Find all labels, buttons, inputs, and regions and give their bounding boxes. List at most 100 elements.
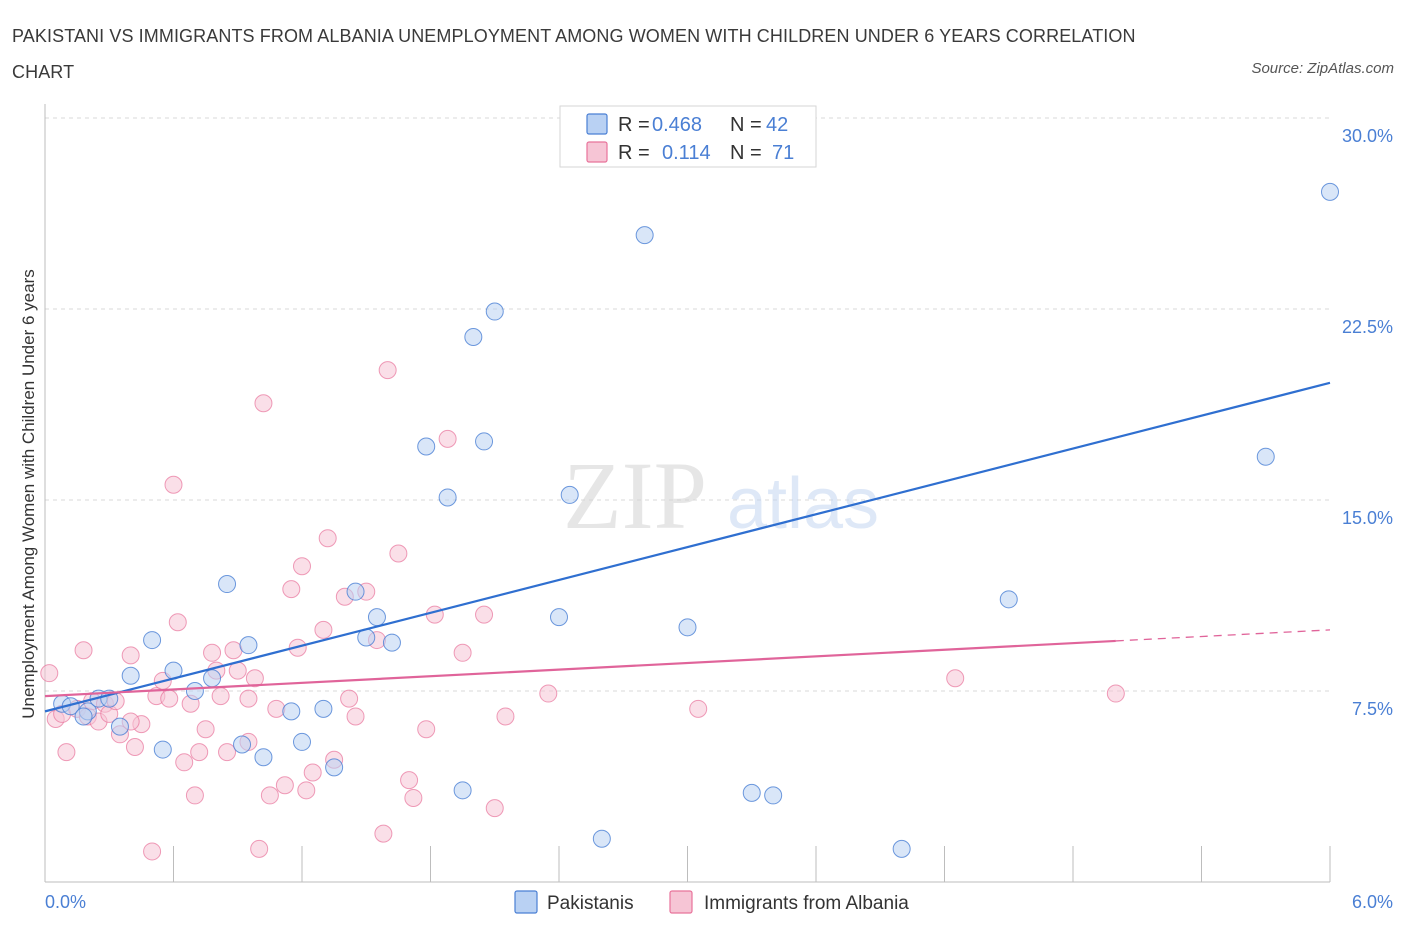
x-tick-label: 0.0%: [45, 892, 86, 912]
data-point-albania: [164, 475, 183, 494]
data-point-pakistani: [678, 618, 697, 637]
bottom-legend-swatch-pakistanis: [514, 890, 538, 914]
bottom-legend-label-albania: Immigrants from Albania: [704, 893, 909, 914]
data-point-albania: [400, 771, 419, 790]
data-point-pakistani: [475, 432, 494, 451]
data-point-albania: [404, 788, 423, 807]
data-point-pakistani: [560, 485, 579, 504]
data-point-albania: [160, 689, 179, 708]
data-point-albania: [689, 699, 708, 718]
data-point-albania: [539, 684, 558, 703]
data-point-pakistani: [346, 582, 365, 601]
data-point-albania: [275, 776, 294, 795]
data-point-albania: [168, 613, 187, 632]
data-point-albania: [121, 646, 140, 665]
data-point-albania: [346, 707, 365, 726]
data-point-pakistani: [367, 608, 386, 627]
trendline-pakistanis: [44, 381, 1331, 713]
data-point-albania: [196, 720, 215, 739]
chart-title: PAKISTANI VS IMMIGRANTS FROM ALBANIA UNE…: [12, 26, 1136, 82]
data-point-albania: [453, 643, 472, 662]
data-point-albania: [143, 842, 162, 861]
data-point-pakistani: [185, 682, 204, 700]
data-point-pakistani: [254, 748, 273, 767]
data-point-pakistani: [999, 590, 1018, 609]
legend-n-label: N =: [730, 142, 762, 164]
top-legend: R = 0.468 N = 42 R = 0.114 N = 71: [559, 105, 817, 168]
data-point-pakistani: [742, 783, 761, 802]
data-point-albania: [374, 824, 393, 843]
data-point-pakistani: [293, 732, 311, 751]
bottom-legend-label-pakistanis: Pakistanis: [547, 893, 634, 914]
data-point-albania: [425, 605, 444, 624]
x-tick-labels: 0.0% 6.0%: [45, 892, 1393, 912]
data-point-albania: [57, 743, 76, 762]
data-point-pakistani: [325, 758, 344, 777]
data-point-albania: [203, 643, 222, 662]
data-point-albania: [1106, 684, 1125, 703]
trendline-albania-extension: [1115, 629, 1331, 642]
legend-r-value: 0.114: [662, 142, 711, 164]
data-point-pakistani: [121, 666, 140, 685]
watermark: ZIP atlas: [563, 442, 879, 549]
data-point-albania: [303, 763, 322, 782]
legend-swatch-pakistanis: [586, 113, 608, 135]
data-point-albania: [438, 429, 457, 448]
legend-swatch-albania: [586, 141, 608, 163]
axes: [44, 104, 1331, 883]
data-point-pakistani: [417, 437, 436, 456]
data-point-albania: [185, 786, 204, 805]
data-point-pakistani: [239, 636, 258, 655]
data-point-albania: [211, 687, 230, 706]
legend-r-label: R =: [618, 114, 650, 136]
pakistani-points: [53, 182, 1339, 858]
data-point-albania: [125, 738, 144, 757]
bottom-legend-swatch-albania: [669, 890, 693, 914]
trendline-albania: [44, 639, 1116, 698]
data-point-pakistani: [110, 717, 129, 736]
y-tick-label: 15.0%: [1342, 508, 1393, 528]
data-point-albania: [417, 720, 436, 739]
data-point-albania: [378, 361, 397, 380]
data-point-pakistani: [764, 786, 783, 805]
data-point-pakistani: [153, 740, 172, 759]
albania-points: [40, 361, 1125, 861]
data-point-pakistani: [485, 302, 504, 321]
legend-n-label: N =: [730, 114, 762, 136]
data-point-albania: [175, 753, 194, 772]
data-point-pakistani: [453, 781, 472, 800]
data-point-pakistani: [218, 575, 237, 594]
data-point-pakistani: [1321, 182, 1339, 201]
data-point-albania: [218, 743, 237, 762]
legend-n-value: 42: [766, 114, 788, 136]
data-point-albania: [389, 544, 408, 563]
legend-r-value: 0.468: [652, 114, 702, 136]
x-tick-label: 6.0%: [1352, 892, 1393, 912]
data-point-pakistani: [438, 488, 457, 507]
data-point-pakistani: [635, 226, 654, 245]
data-point-albania: [74, 641, 93, 660]
y-tick-labels: 7.5% 15.0% 22.5% 30.0%: [1342, 126, 1393, 719]
legend-r-label: R =: [618, 142, 650, 164]
data-point-albania: [485, 799, 504, 818]
data-point-albania: [496, 707, 515, 726]
data-point-pakistani: [74, 707, 93, 726]
data-point-pakistani: [550, 608, 568, 627]
data-point-pakistani: [592, 829, 611, 848]
trendlines: [44, 381, 1331, 713]
data-point-albania: [314, 620, 333, 639]
gridlines: [45, 117, 1330, 692]
data-point-pakistani: [382, 633, 401, 652]
data-point-albania: [239, 689, 258, 708]
data-point-albania: [475, 605, 494, 624]
data-point-albania: [282, 580, 301, 599]
data-point-albania: [267, 699, 286, 718]
watermark-zip: ZIP: [563, 442, 707, 549]
data-point-albania: [260, 786, 279, 805]
data-point-albania: [250, 839, 269, 858]
data-point-pakistani: [892, 839, 911, 858]
y-tick-label: 7.5%: [1352, 699, 1393, 719]
y-axis-label: Unemployment Among Women with Children U…: [19, 269, 38, 718]
legend-n-value: 71: [772, 142, 794, 164]
